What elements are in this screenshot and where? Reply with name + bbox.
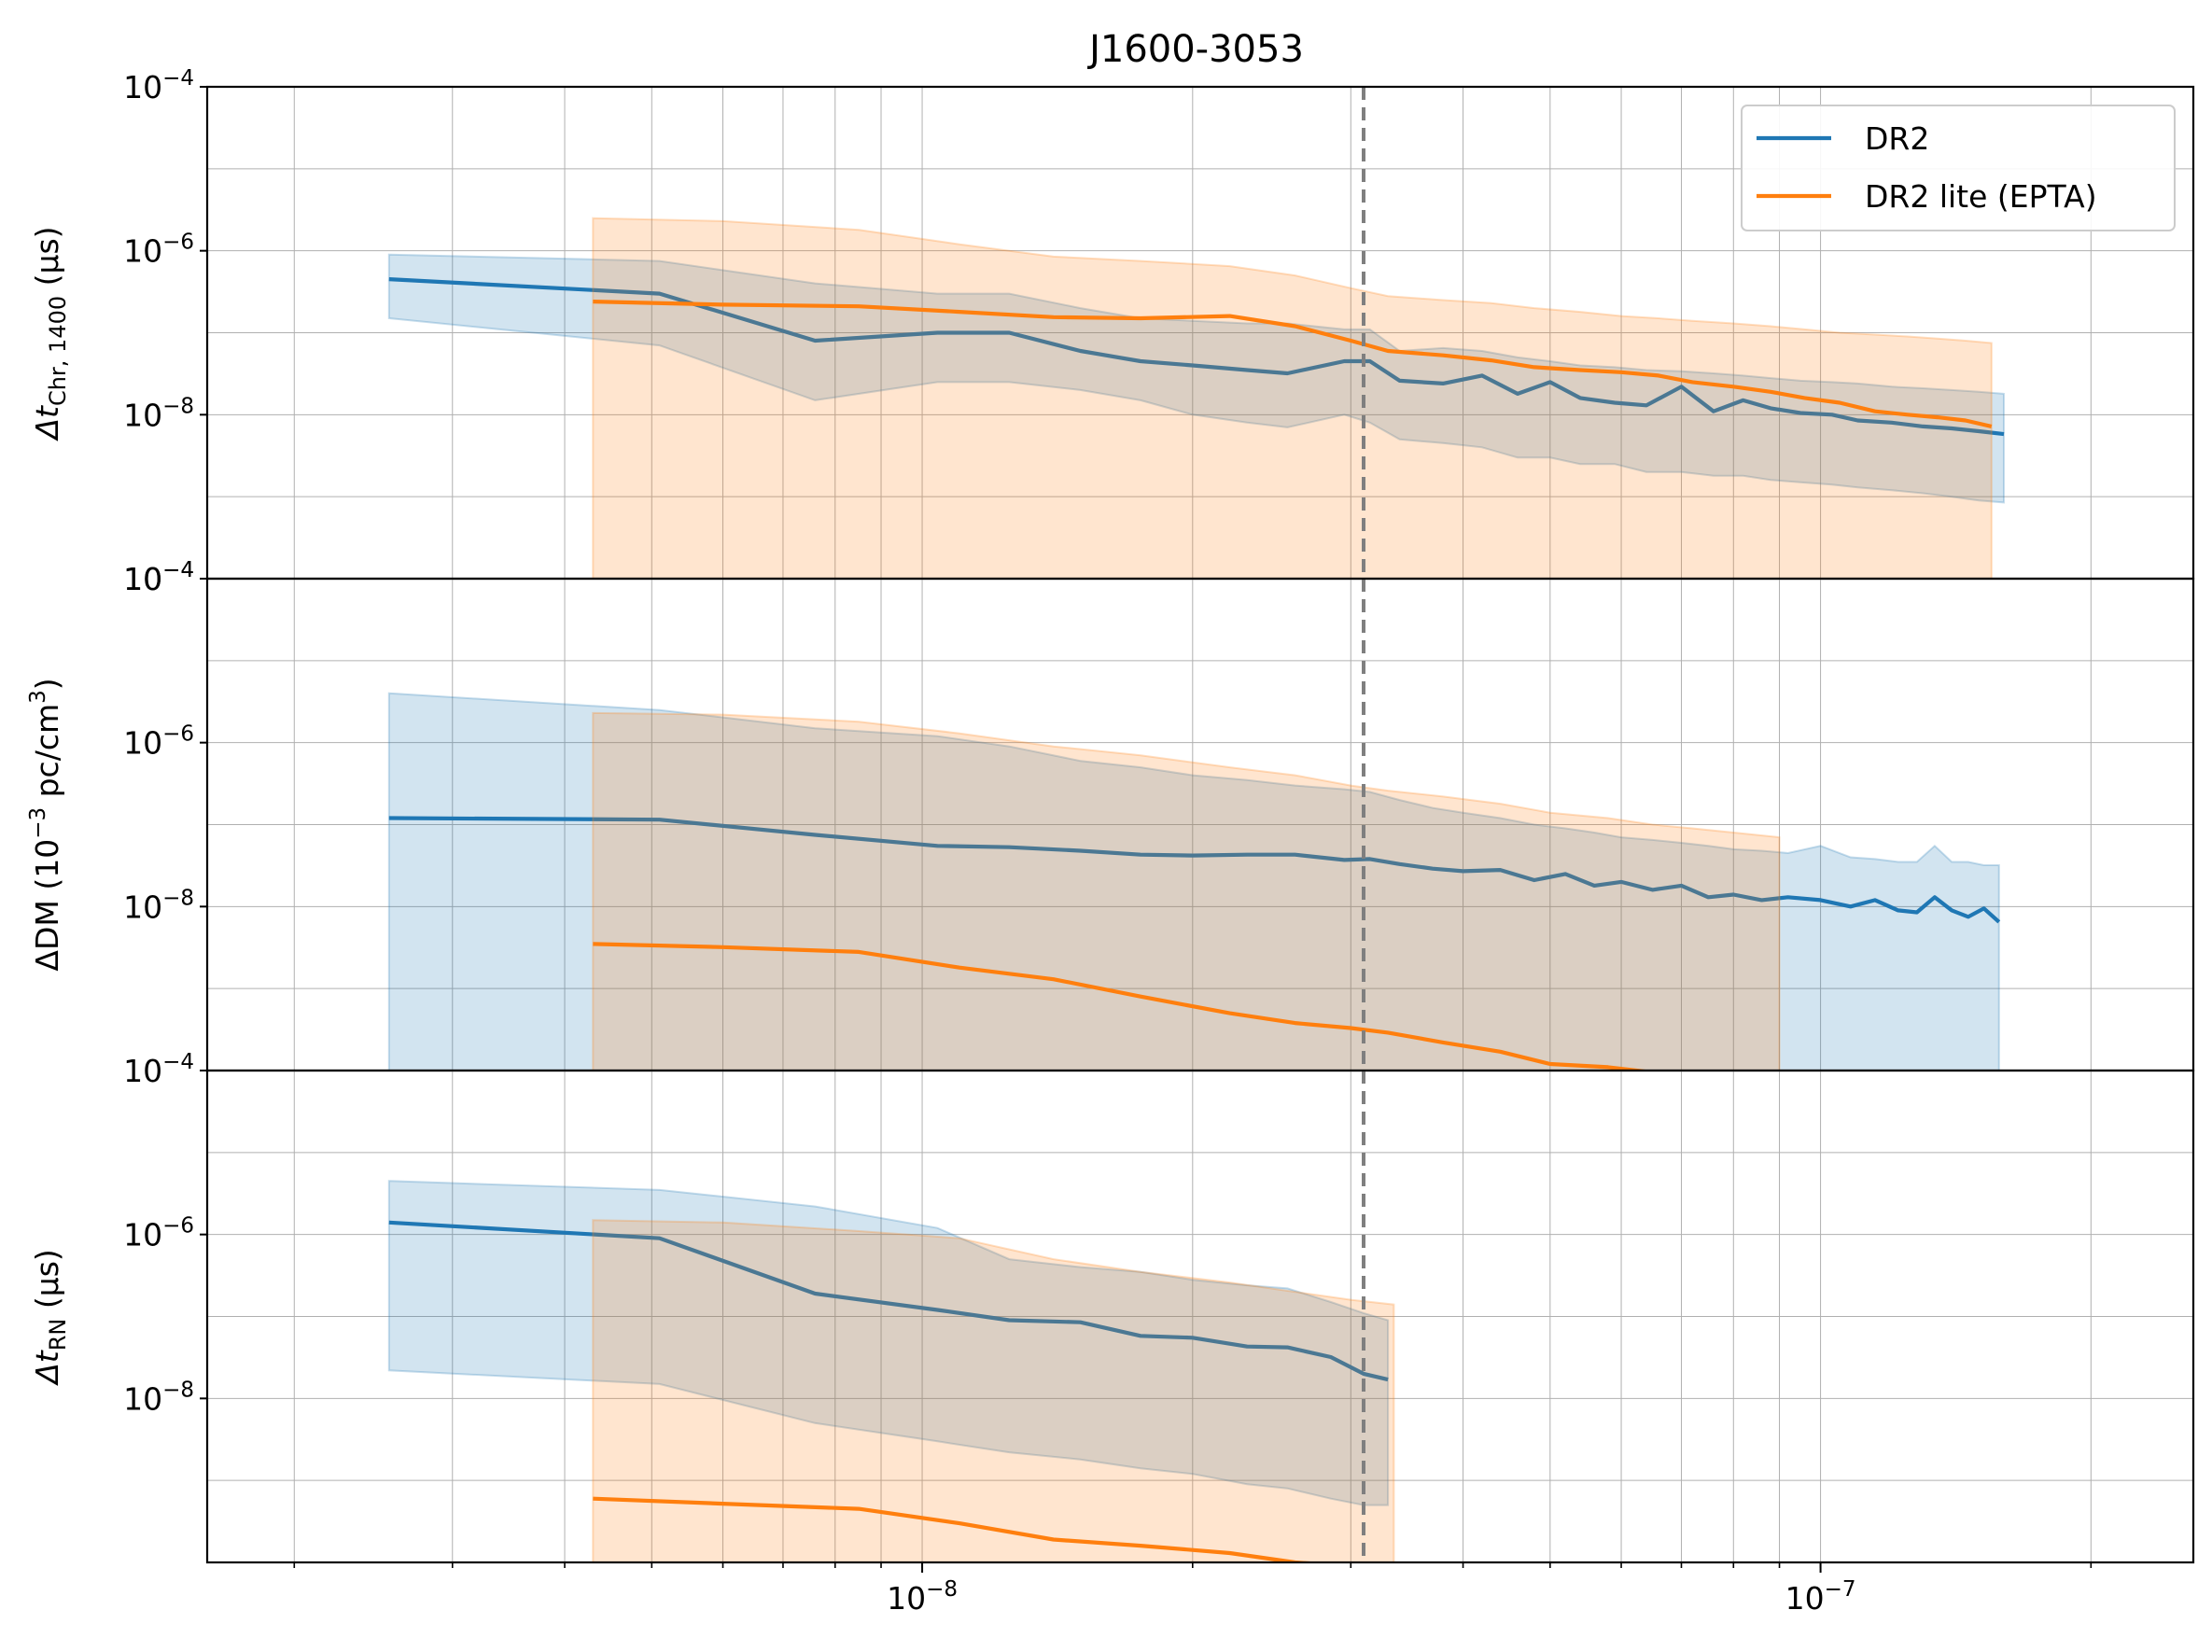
y-tick-label: 10−8 bbox=[123, 394, 194, 433]
y-tick-label: 10−4 bbox=[123, 1050, 194, 1089]
y-axis-label: ΔtChr, 1400 (μs) bbox=[29, 226, 71, 441]
legend: DR2 DR2 lite (EPTA) bbox=[1741, 105, 2176, 231]
y-tick-label: 10−8 bbox=[123, 1378, 194, 1417]
y-tick-label: 10−6 bbox=[123, 722, 194, 762]
panel-data bbox=[387, 1180, 1395, 1562]
chart-title: J1600-3053 bbox=[1086, 28, 1304, 71]
confidence-band bbox=[387, 1180, 1390, 1506]
confidence-band bbox=[592, 1219, 1395, 1562]
x-tick-label: 10−7 bbox=[1785, 1577, 1856, 1617]
legend-box bbox=[1741, 105, 2176, 231]
panel-data bbox=[387, 217, 2005, 579]
confidence-band bbox=[592, 711, 1781, 1071]
series-line bbox=[593, 1496, 1324, 1562]
y-axis-label: ΔtRN (μs) bbox=[29, 1249, 71, 1387]
x-tick-label: 10−8 bbox=[887, 1577, 958, 1617]
series-line bbox=[593, 300, 1993, 428]
series-line bbox=[388, 1220, 1389, 1382]
y-tick-label: 10−6 bbox=[123, 1214, 194, 1253]
y-axis-label: ΔDM (10−3 pc/cm3) bbox=[26, 678, 65, 971]
confidence-band bbox=[592, 217, 1993, 579]
confidence-band bbox=[387, 253, 2005, 504]
y-tick-label: 10−4 bbox=[123, 558, 194, 597]
y-tick-label: 10−4 bbox=[123, 66, 194, 105]
y-tick-label: 10−6 bbox=[123, 231, 194, 270]
series-line bbox=[388, 816, 2001, 924]
panel-1: 10−4 10−6 10−8 10−4 ΔtChr, 1400 (μs) bbox=[29, 66, 2195, 597]
y-tick-label: 10−4 bbox=[123, 558, 194, 597]
panel-data bbox=[387, 692, 2001, 1071]
panel-2: 10−4 10−6 10−8 ΔDM (10−3 pc/cm3) bbox=[26, 558, 2195, 1072]
confidence-band bbox=[387, 692, 2000, 1071]
legend-label: DR2 lite (EPTA) bbox=[1865, 178, 2097, 215]
axes-frame bbox=[205, 1069, 2195, 1564]
series-line bbox=[388, 277, 2005, 437]
panel-3: 10−4 10−6 10−8 ΔtRN (μs) bbox=[29, 1050, 2195, 1564]
series-line bbox=[593, 942, 1654, 1071]
legend-label: DR2 bbox=[1865, 120, 1929, 157]
y-tick-label: 10−8 bbox=[123, 886, 194, 925]
